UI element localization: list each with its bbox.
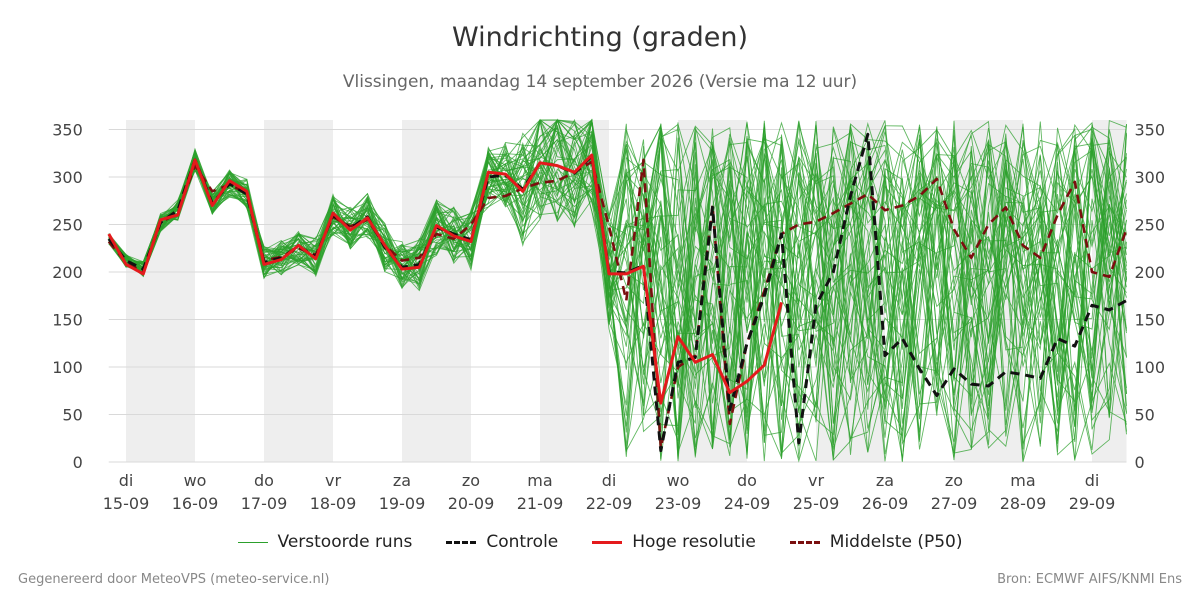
x-tick-date: 29-09: [1069, 494, 1116, 513]
legend-item-control: Controle: [446, 532, 558, 552]
x-tick-day: ma: [1010, 471, 1035, 490]
x-tick-date: 20-09: [448, 494, 495, 513]
wind-direction-chart: 0 50 100 150 200 250 300 350 0 50 100 150 200 250 300…: [52, 118, 1166, 513]
x-tick-day: za: [876, 471, 894, 490]
legend-item-ensemble: Verstoorde runs: [237, 532, 413, 552]
ensemble-member-line: [108, 119, 1127, 457]
x-tick-date: 27-09: [931, 494, 978, 513]
x-tick-day: di: [1085, 471, 1100, 490]
x-tick-date: 17-09: [241, 494, 288, 513]
night-band: [402, 120, 471, 462]
x-tick-date: 22-09: [586, 494, 633, 513]
night-band: [264, 120, 333, 462]
x-tick-day: ma: [527, 471, 552, 490]
y-axis-right: 0 50 100 150 200 250 300 350: [1135, 121, 1166, 473]
ensemble-member-line: [108, 138, 1127, 459]
x-tick-day: di: [602, 471, 617, 490]
y-tick-label-left: 150: [52, 311, 83, 330]
footer-source: Bron: ECMWF AIFS/KNMI Ens: [997, 572, 1182, 587]
x-tick-day: vr: [325, 471, 341, 490]
x-tick-day: zo: [462, 471, 480, 490]
x-tick-day: do: [254, 471, 274, 490]
y-tick-label-right: 100: [1135, 358, 1166, 377]
x-tick-date: 23-09: [655, 494, 702, 513]
y-tick-label-left: 100: [52, 358, 83, 377]
y-tick-label-right: 300: [1135, 168, 1166, 187]
legend-swatch-hires: [592, 540, 623, 544]
x-tick-day: zo: [945, 471, 963, 490]
legend-label-median: Middelste (P50): [829, 532, 963, 552]
y-tick-label-right: 0: [1135, 453, 1145, 472]
x-tick-date: 18-09: [310, 494, 357, 513]
legend-label-hires: Hoge resolutie: [632, 532, 756, 552]
x-tick-day: wo: [667, 471, 690, 490]
y-tick-label-left: 50: [62, 406, 82, 425]
legend-swatch-median: [789, 540, 820, 544]
x-tick-date: 15-09: [103, 494, 150, 513]
ensemble-member-line: [108, 133, 1127, 462]
x-tick-day: wo: [184, 471, 207, 490]
y-tick-label-right: 50: [1135, 406, 1155, 425]
x-tick-date: 24-09: [724, 494, 771, 513]
y-tick-label-left: 200: [52, 263, 83, 282]
legend-item-hires: Hoge resolutie: [592, 532, 756, 552]
legend-item-median: Middelste (P50): [789, 532, 963, 552]
chart-title: Windrichting (graden): [451, 22, 749, 53]
hires-line: [107, 153, 783, 405]
chart-subtitle: Vlissingen, maandag 14 september 2026 (V…: [342, 72, 858, 92]
y-tick-label-right: 150: [1135, 311, 1166, 330]
x-tick-date: 21-09: [517, 494, 564, 513]
night-band: [126, 120, 195, 462]
x-tick-day: do: [737, 471, 757, 490]
x-tick-date: 19-09: [379, 494, 426, 513]
ensemble-member-line: [108, 137, 1127, 454]
x-tick-date: 28-09: [1000, 494, 1047, 513]
legend: Verstoorde runs Controle Hoge resolutie …: [0, 529, 1200, 555]
x-tick-day: vr: [808, 471, 824, 490]
legend-swatch-control: [446, 540, 477, 544]
legend-label-control: Controle: [486, 532, 559, 552]
x-tick-date: 26-09: [862, 494, 909, 513]
y-tick-label-left: 250: [52, 216, 83, 235]
legend-swatch-ensemble: [237, 541, 268, 543]
legend-label-ensemble: Verstoorde runs: [277, 532, 413, 552]
footer-credit: Gegenereerd door MeteoVPS (meteo-service…: [18, 572, 330, 587]
x-tick-day: za: [393, 471, 411, 490]
y-tick-label-left: 300: [52, 168, 83, 187]
x-tick-date: 16-09: [172, 494, 219, 513]
y-tick-label-right: 200: [1135, 263, 1166, 282]
ensemble-member-line: [108, 119, 1127, 442]
x-tick-day: di: [119, 471, 134, 490]
y-axis-left: 0 50 100 150 200 250 300 350: [52, 121, 83, 473]
y-tick-label-left: 0: [73, 453, 83, 472]
ensemble-lines: [108, 118, 1127, 463]
y-tick-label-right: 350: [1135, 121, 1166, 140]
x-axis: di 15-09 wo 16-09 do 17-09 vr 18-09 za 19-09 zo 20-…: [103, 471, 1116, 513]
y-tick-label-right: 250: [1135, 216, 1166, 235]
main-series-lines: [107, 132, 1128, 453]
x-tick-date: 25-09: [793, 494, 840, 513]
y-tick-label-left: 350: [52, 121, 83, 140]
